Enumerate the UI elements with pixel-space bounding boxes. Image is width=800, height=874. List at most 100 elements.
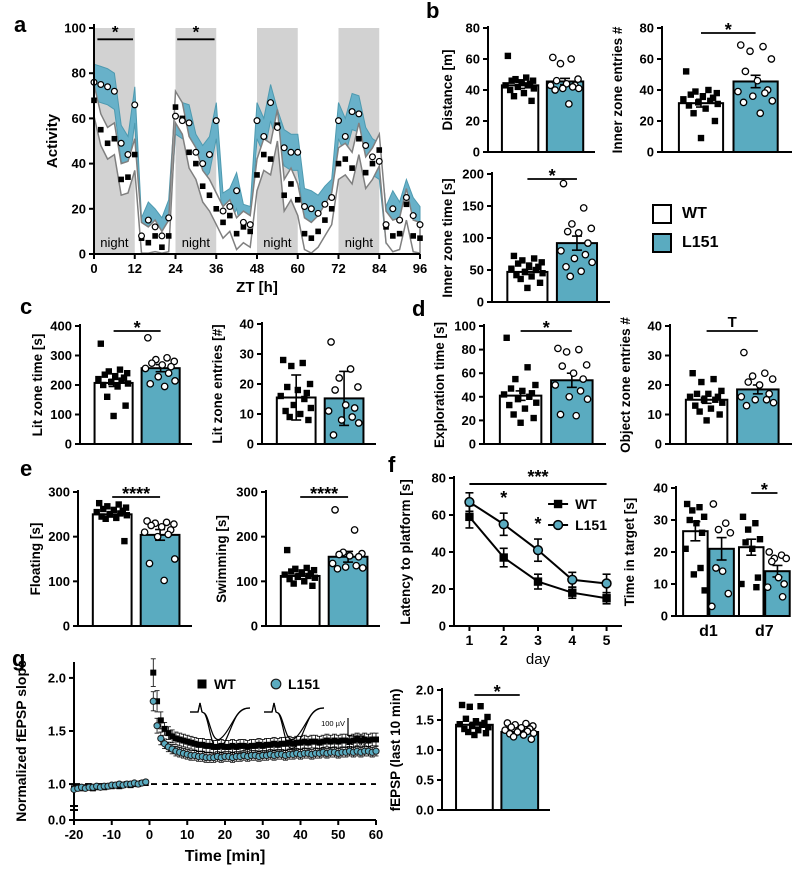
wt-data-point — [225, 743, 232, 750]
chart-svg-c1: 0 100 200 300 400 Lit zone time [s] * — [30, 318, 192, 452]
scatter-point-wt — [528, 273, 535, 280]
wt-trace-pre — [190, 702, 251, 741]
scatter-point-wt — [500, 391, 508, 398]
x-tick-label: 60 — [369, 827, 383, 842]
x-tick-label: 72 — [331, 261, 345, 276]
sig-label: *** — [527, 467, 548, 487]
scatter-point-wt — [532, 381, 539, 389]
l151-data-point — [396, 216, 404, 224]
wt-data-point — [349, 165, 355, 171]
scatter-point-l151 — [748, 372, 757, 381]
scatter-point-l151 — [751, 395, 760, 404]
y-tick-label: 80 — [466, 21, 480, 36]
scatter-point-wt — [533, 399, 540, 406]
wt-data-point — [263, 741, 270, 748]
scatter-point-wt — [297, 410, 304, 418]
scatter-point-wt — [510, 252, 518, 260]
wt-data-point — [203, 742, 210, 749]
y-tick-label: 1.0 — [48, 777, 66, 792]
scatter-point-l151 — [147, 521, 155, 530]
group-label: d7 — [755, 623, 774, 640]
wt-data-point — [206, 192, 213, 199]
wt-data-point — [365, 737, 372, 744]
y-tick-label: 100 — [48, 574, 70, 589]
x-tick-label: -10 — [102, 827, 121, 842]
scatter-point-l151 — [565, 100, 573, 108]
wt-data-point — [316, 739, 323, 746]
scatter-point-wt — [689, 370, 696, 377]
scatter-point-wt — [305, 572, 312, 580]
scatter-point-l151 — [551, 86, 559, 94]
scatter-point-wt — [525, 262, 533, 269]
scatter-point-l151 — [333, 564, 342, 573]
chart-svg-f2: 0 10 20 30 40 Time in target [s] * d1 d7 — [622, 480, 791, 640]
scatter-point-wt — [680, 96, 687, 103]
wt-data-point — [233, 230, 240, 237]
scatter-point-wt — [102, 515, 109, 522]
wt-data-point — [320, 738, 327, 745]
scatter-point-l151 — [153, 532, 162, 541]
scatter-point-wt — [508, 77, 515, 84]
scatter-point-l151 — [513, 728, 522, 736]
scatter-point-wt — [754, 574, 762, 581]
l151-data-point — [321, 200, 329, 208]
scatter-point-wt — [294, 386, 302, 394]
scatter-point-l151 — [354, 552, 363, 561]
x-tick-label: 30 — [256, 827, 270, 842]
y-axis-label: Exploration time [s] — [432, 322, 447, 448]
scatter-point-l151 — [767, 55, 776, 63]
scatter-point-l151 — [736, 41, 745, 49]
chart-svg-g2: 0.0 0.5 1.0 1.5 2.0 fEPSP (last 10 min) * — [388, 682, 550, 818]
wt-data-point — [350, 737, 357, 744]
y-tick-label: 20 — [432, 582, 446, 597]
l151-legend-label: L151 — [682, 234, 719, 251]
l151-data-point — [375, 157, 383, 165]
wt-data-point — [376, 147, 383, 153]
l151-data-point — [144, 216, 152, 224]
bar-l151 — [500, 731, 540, 811]
y-tick-label: 300 — [236, 485, 258, 500]
scatter-point-wt — [523, 74, 530, 81]
chart-svg-e1: 0 100 200 300 Floating [s] **** — [28, 484, 192, 634]
wt-data-point — [111, 135, 118, 142]
x-tick-label: 40 — [293, 827, 307, 842]
wt-trace — [190, 702, 251, 750]
scatter-point-l151 — [327, 338, 335, 346]
scatter-point-wt — [695, 99, 702, 106]
wt-data-point — [342, 156, 349, 162]
wt-data-point — [301, 738, 308, 745]
scatter-point-l151 — [145, 559, 154, 568]
scatter-point-wt — [530, 255, 538, 262]
wt-data-point — [248, 742, 255, 749]
l151-data-point — [314, 209, 322, 217]
scatter-point-l151 — [782, 554, 791, 563]
wt-data-point — [396, 230, 403, 237]
scale-v-label: 100 µV — [321, 719, 345, 728]
scatter-point-wt — [510, 93, 518, 100]
l151-data-point — [185, 119, 193, 127]
y-tick-label: 60 — [72, 111, 86, 126]
scatter-point-wt — [514, 83, 522, 91]
scatter-point-wt — [697, 564, 704, 572]
sig-label: * — [193, 22, 200, 41]
x-tick-label: 96 — [413, 261, 427, 276]
scatter-point-l151 — [768, 375, 777, 383]
scatter-point-wt — [104, 393, 111, 400]
wt-data-point — [131, 151, 138, 158]
y-tick-label: 60 — [640, 52, 654, 67]
x-tick-label: 60 — [291, 261, 305, 276]
y-tick-label: 80 — [640, 21, 654, 36]
scatter-point-wt — [306, 380, 314, 388]
scatter-point-l151 — [143, 333, 152, 342]
scatter-point-wt — [742, 539, 749, 546]
scatter-point-wt — [507, 385, 515, 392]
chart-svg-d1: 0 20 40 60 80 100 Exploration time [s] * — [432, 318, 606, 452]
scatter-point-wt — [689, 507, 696, 514]
wt-data-point — [227, 212, 233, 219]
wt-data-point — [362, 169, 369, 176]
scatter-point-l151 — [760, 369, 769, 378]
scatter-point-wt — [693, 390, 701, 398]
wt-data-point — [357, 737, 364, 744]
scatter-point-wt — [100, 381, 107, 389]
scatter-point-wt — [95, 375, 102, 383]
